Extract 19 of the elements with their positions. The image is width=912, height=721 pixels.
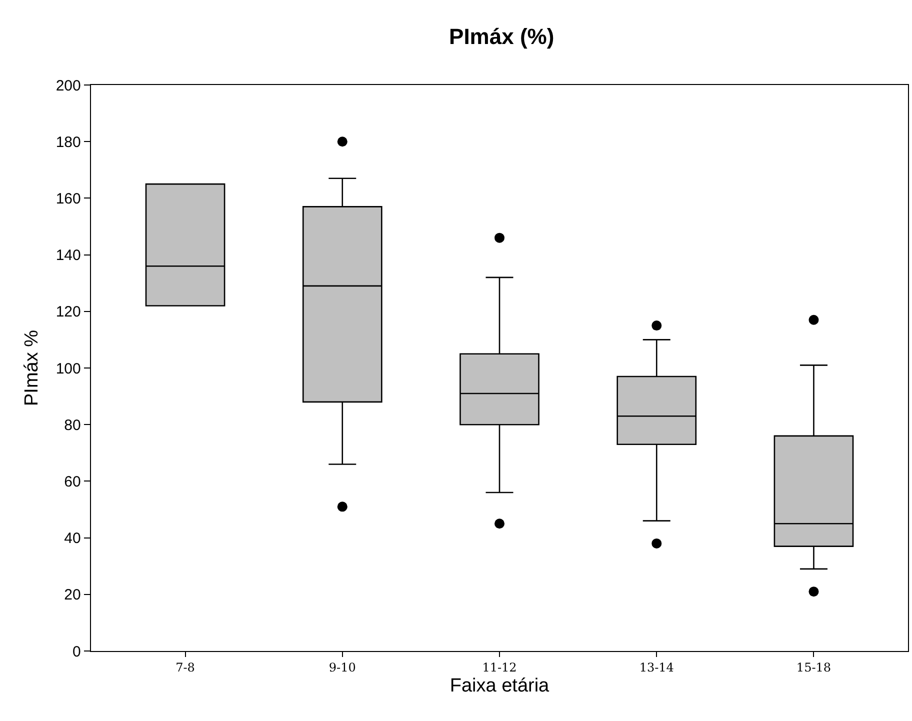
x-tick-label: 9-10 [328, 660, 356, 675]
y-tick-label: 140 [56, 247, 81, 264]
x-axis-title: Faixa etária [450, 675, 550, 696]
y-tick-label: 20 [64, 586, 81, 604]
y-tick-label: 120 [56, 304, 81, 321]
y-tick-label: 160 [56, 190, 81, 208]
x-tick-label: 13-14 [639, 660, 674, 675]
y-tick-label: 200 [56, 77, 81, 94]
y-tick-label: 60 [64, 473, 81, 490]
x-tick-label: 15-18 [796, 660, 832, 675]
y-tick-label: 80 [64, 416, 81, 434]
y-tick-label: 40 [64, 530, 81, 548]
x-tick-label: 7-8 [176, 660, 195, 675]
y-tick-label: 0 [72, 643, 81, 660]
x-tick-label: 11-12 [482, 660, 517, 675]
y-axis-title: PImáx % [22, 330, 43, 406]
chart-title: PImáx (%) [449, 24, 554, 50]
y-tick-label: 100 [56, 360, 81, 378]
y-tick-label: 180 [56, 134, 81, 151]
